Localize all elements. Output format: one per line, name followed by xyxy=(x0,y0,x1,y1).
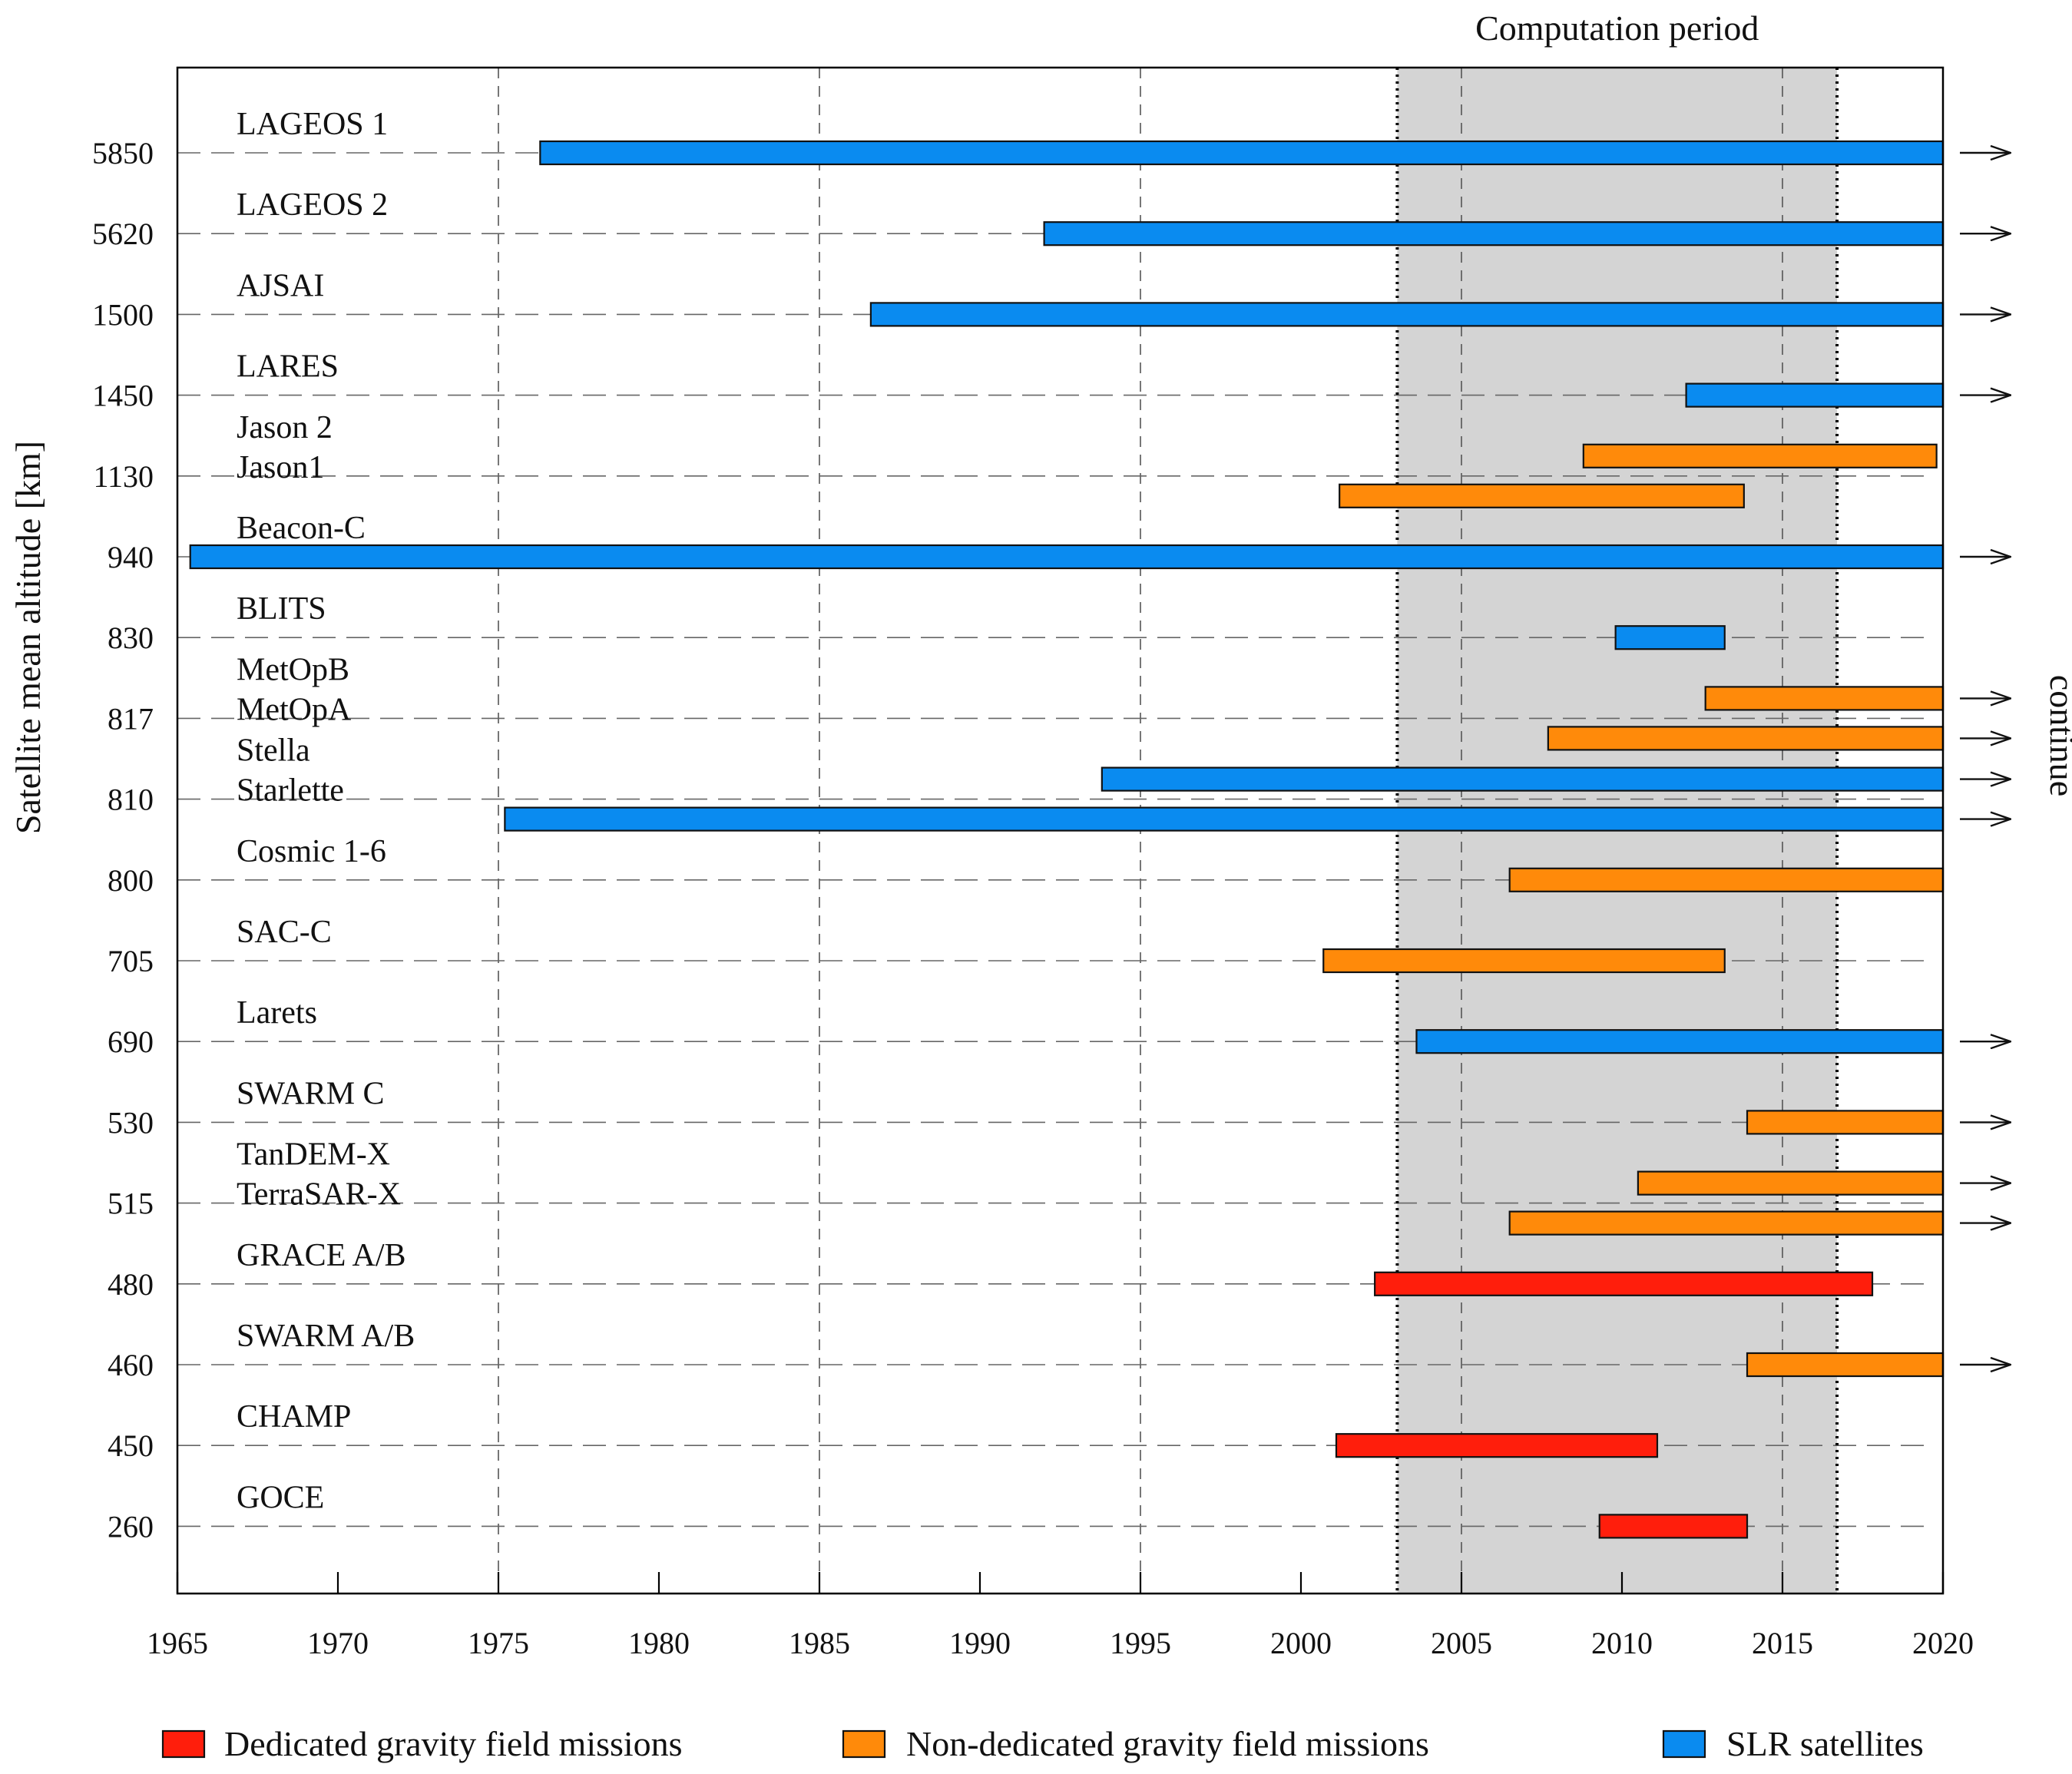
mission-bar xyxy=(189,544,1945,570)
x-tick-label: 2015 xyxy=(1752,1626,1813,1660)
y-tick-label: 480 xyxy=(108,1267,154,1302)
x-tick-label: 2005 xyxy=(1431,1626,1492,1660)
mission-bar xyxy=(1614,625,1726,650)
mission-label: Starlette xyxy=(237,773,344,809)
x-tick-label: 1970 xyxy=(307,1626,369,1660)
legend-label-nondedicated: Non-dedicated gravity field missions xyxy=(906,1724,1429,1763)
mission-label: Stella xyxy=(237,733,310,769)
x-tick-label: 1985 xyxy=(789,1626,850,1660)
mission-bar xyxy=(1582,443,1938,468)
x-tick-label: 1990 xyxy=(949,1626,1011,1660)
y-tick-label: 940 xyxy=(108,540,154,574)
legend-swatch-dedicated xyxy=(161,1729,206,1759)
y-tick-label: 810 xyxy=(108,783,154,817)
mission-label: Beacon-C xyxy=(237,511,366,546)
y-tick-label: 460 xyxy=(108,1348,154,1382)
mission-label: MetOpB xyxy=(237,652,349,687)
mission-bar xyxy=(1508,1210,1945,1236)
mission-label: Jason 2 xyxy=(237,410,333,445)
mission-bar xyxy=(1547,726,1945,751)
y-tick-label: 5620 xyxy=(92,217,154,251)
y-tick-label: 800 xyxy=(108,863,154,898)
mission-label: Jason1 xyxy=(237,450,324,485)
x-tick-label: 2010 xyxy=(1591,1626,1653,1660)
mission-label: SAC-C xyxy=(237,915,332,950)
plot-frame xyxy=(176,66,1945,1595)
y-tick-label: 817 xyxy=(108,701,154,736)
mission-bar xyxy=(1415,1029,1945,1054)
mission-label: SWARM C xyxy=(237,1076,385,1111)
mission-bar xyxy=(1598,1514,1749,1539)
mission-bar xyxy=(1335,1433,1659,1458)
legend-swatch-slr xyxy=(1662,1729,1706,1759)
x-tick-label: 1995 xyxy=(1110,1626,1171,1660)
y-tick-label: 1130 xyxy=(93,459,154,494)
x-tick-label: 1965 xyxy=(147,1626,208,1660)
mission-label: AJSAI xyxy=(237,268,324,303)
mission-label: CHAMP xyxy=(237,1399,351,1435)
mission-bar xyxy=(869,302,1945,327)
mission-bar xyxy=(1685,382,1945,408)
mission-label: LARES xyxy=(237,349,339,385)
mission-label: GRACE A/B xyxy=(237,1238,406,1273)
y-tick-label: 705 xyxy=(108,944,154,978)
y-tick-label: 690 xyxy=(108,1024,154,1059)
y-tick-label: 5850 xyxy=(92,136,154,170)
mission-label: TanDEM-X xyxy=(237,1137,390,1173)
y-tick-label: 515 xyxy=(108,1187,154,1221)
mission-bar xyxy=(504,806,1945,832)
mission-label: MetOpA xyxy=(237,692,352,727)
mission-label: SWARM A/B xyxy=(237,1319,415,1354)
y-tick-label: 1500 xyxy=(92,297,154,332)
mission-bar xyxy=(1339,483,1745,508)
y-axis-label: Satellite mean altitude [km] xyxy=(8,441,48,834)
y-tick-label: 830 xyxy=(108,621,154,655)
mission-label: Cosmic 1-6 xyxy=(237,834,386,869)
mission-bar xyxy=(539,140,1945,166)
legend-label-dedicated: Dedicated gravity field missions xyxy=(224,1724,683,1763)
mission-bar xyxy=(1043,221,1945,247)
x-tick-label: 2020 xyxy=(1912,1626,1974,1660)
x-tick-label: 1980 xyxy=(628,1626,690,1660)
continue-label: continue xyxy=(2043,675,2072,796)
computation-period-label: Computation period xyxy=(1475,8,1759,48)
y-tick-label: 530 xyxy=(108,1105,154,1140)
mission-label: Larets xyxy=(237,995,317,1031)
mission-bar xyxy=(1101,766,1945,792)
mission-bar xyxy=(1374,1271,1874,1296)
mission-bar xyxy=(1746,1352,1945,1378)
y-tick-label: 450 xyxy=(108,1428,154,1463)
mission-label: TerraSAR-X xyxy=(237,1177,401,1213)
mission-bar xyxy=(1322,948,1726,974)
mission-bar xyxy=(1704,686,1945,711)
mission-bar xyxy=(1508,867,1945,892)
mission-label: BLITS xyxy=(237,591,326,627)
x-tick-label: 2000 xyxy=(1270,1626,1332,1660)
mission-bar xyxy=(1637,1170,1945,1196)
y-tick-label: 1450 xyxy=(92,379,154,413)
y-tick-label: 260 xyxy=(108,1509,154,1544)
legend-swatch-nondedicated xyxy=(842,1729,886,1759)
mission-label: LAGEOS 2 xyxy=(237,187,388,223)
mission-label: LAGEOS 1 xyxy=(237,107,388,142)
legend-label-slr: SLR satellites xyxy=(1726,1724,1924,1763)
mission-label: GOCE xyxy=(237,1480,324,1515)
x-tick-label: 1975 xyxy=(468,1626,529,1660)
mission-bar xyxy=(1746,1110,1945,1135)
